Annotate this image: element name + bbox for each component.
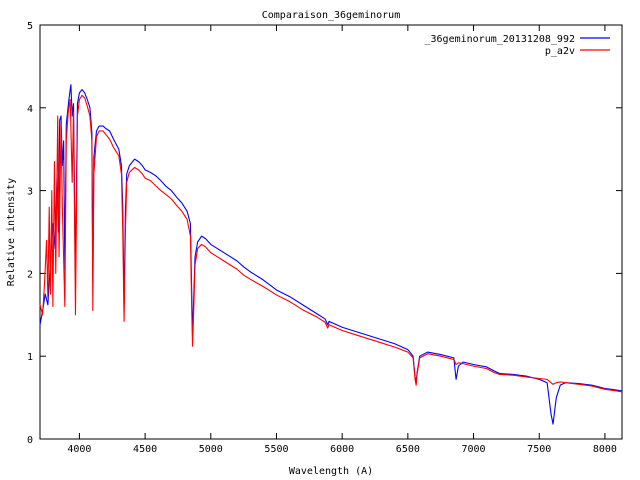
- y-tick-label: 1: [27, 352, 33, 363]
- x-tick-label: 5500: [264, 444, 288, 455]
- legend-label-series-1: _36geminorum_20131208_992: [424, 34, 575, 45]
- tick-marks: [40, 24, 622, 440]
- x-tick-label: 7000: [461, 444, 485, 455]
- x-tick-label: 8000: [593, 444, 617, 455]
- x-axis-label: Wavelength (A): [289, 466, 373, 477]
- chart-title: Comparaison_36geminorum: [262, 10, 400, 21]
- y-tick-label: 0: [27, 435, 33, 446]
- x-tick-label: 6500: [396, 444, 420, 455]
- x-tick-label: 7500: [527, 444, 551, 455]
- series-lines: [39, 84, 623, 425]
- y-axis-label: Relative intensity: [6, 178, 17, 286]
- x-tick-label: 4000: [67, 444, 91, 455]
- tick-labels: 4000 4500 5000 5500 6000 6500 7000 7500 8000 0 1 2 3…: [27, 21, 617, 455]
- y-tick-label: 4: [27, 104, 33, 115]
- legend: _36geminorum_20131208_992 p_a2v: [424, 34, 610, 57]
- series-line-1: [39, 84, 623, 425]
- y-tick-label: 2: [27, 269, 33, 280]
- x-tick-label: 5000: [199, 444, 223, 455]
- x-tick-label: 6000: [330, 444, 354, 455]
- plot-area-frame: [39, 24, 623, 440]
- series-line-2: [39, 94, 623, 393]
- y-tick-label: 5: [27, 21, 33, 32]
- x-tick-label: 4500: [133, 444, 157, 455]
- legend-label-series-2: p_a2v: [545, 46, 575, 57]
- y-tick-label: 3: [27, 187, 33, 198]
